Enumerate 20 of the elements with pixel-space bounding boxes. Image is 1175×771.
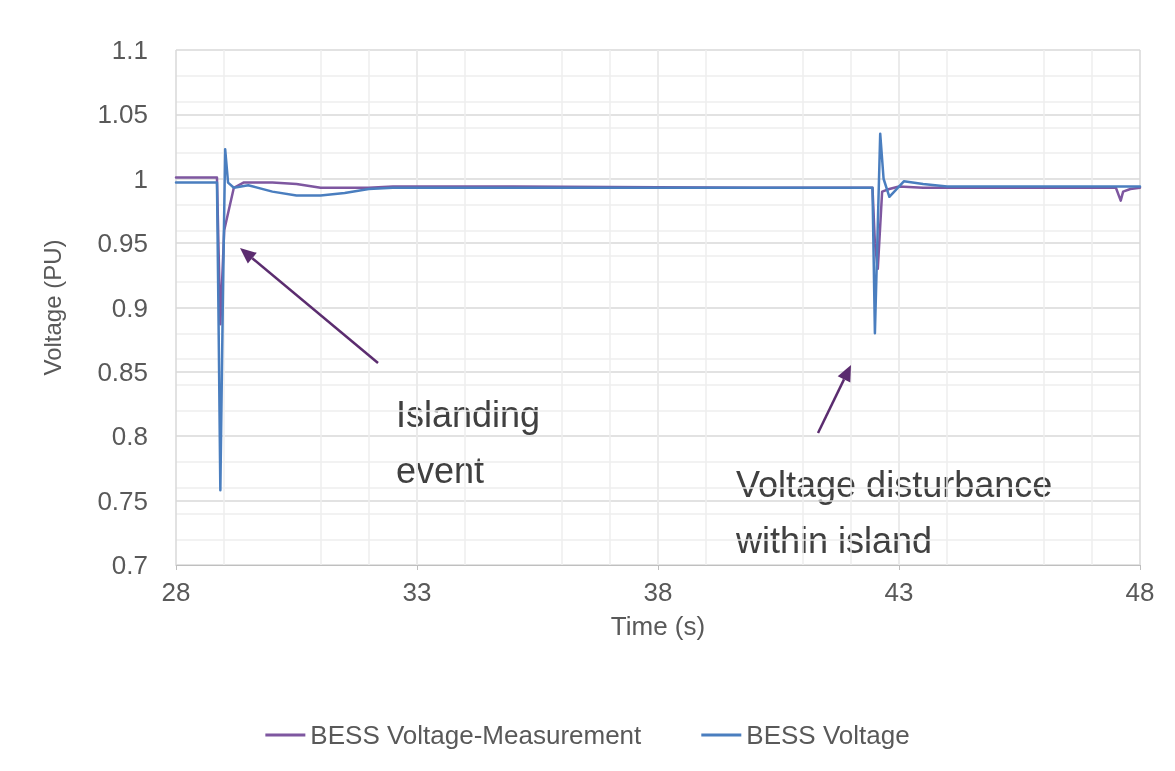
x-axis-title: Time (s) bbox=[610, 611, 706, 641]
y-tick-label: 1.05 bbox=[97, 99, 148, 130]
legend-label: BESS Voltage-Measurement bbox=[310, 720, 643, 750]
y-tick-label: 0.7 bbox=[111, 550, 148, 580]
annotation: Islanding event bbox=[396, 393, 551, 491]
y-axis-title: Voltage (PU) bbox=[38, 239, 66, 376]
annotation: Voltage disturbance within island bbox=[735, 463, 1063, 561]
y-tick-label: 0.85 bbox=[97, 356, 148, 387]
x-tick-label: 43 bbox=[884, 577, 914, 607]
x-tick-label: 28 bbox=[161, 577, 191, 607]
x-tick-label: 33 bbox=[402, 577, 432, 607]
x-tick-label: 48 bbox=[1125, 577, 1155, 607]
y-tick-label: 1 bbox=[133, 163, 148, 194]
y-tick-label: 0.95 bbox=[97, 228, 148, 259]
y-tick-label: 1.1 bbox=[111, 35, 148, 65]
legend-label: BESS Voltage bbox=[746, 720, 910, 750]
y-tick-label: 0.75 bbox=[97, 485, 148, 516]
x-tick-label: 38 bbox=[643, 577, 673, 607]
y-tick-label: 0.8 bbox=[111, 421, 148, 452]
y-tick-label: 0.9 bbox=[111, 292, 148, 323]
